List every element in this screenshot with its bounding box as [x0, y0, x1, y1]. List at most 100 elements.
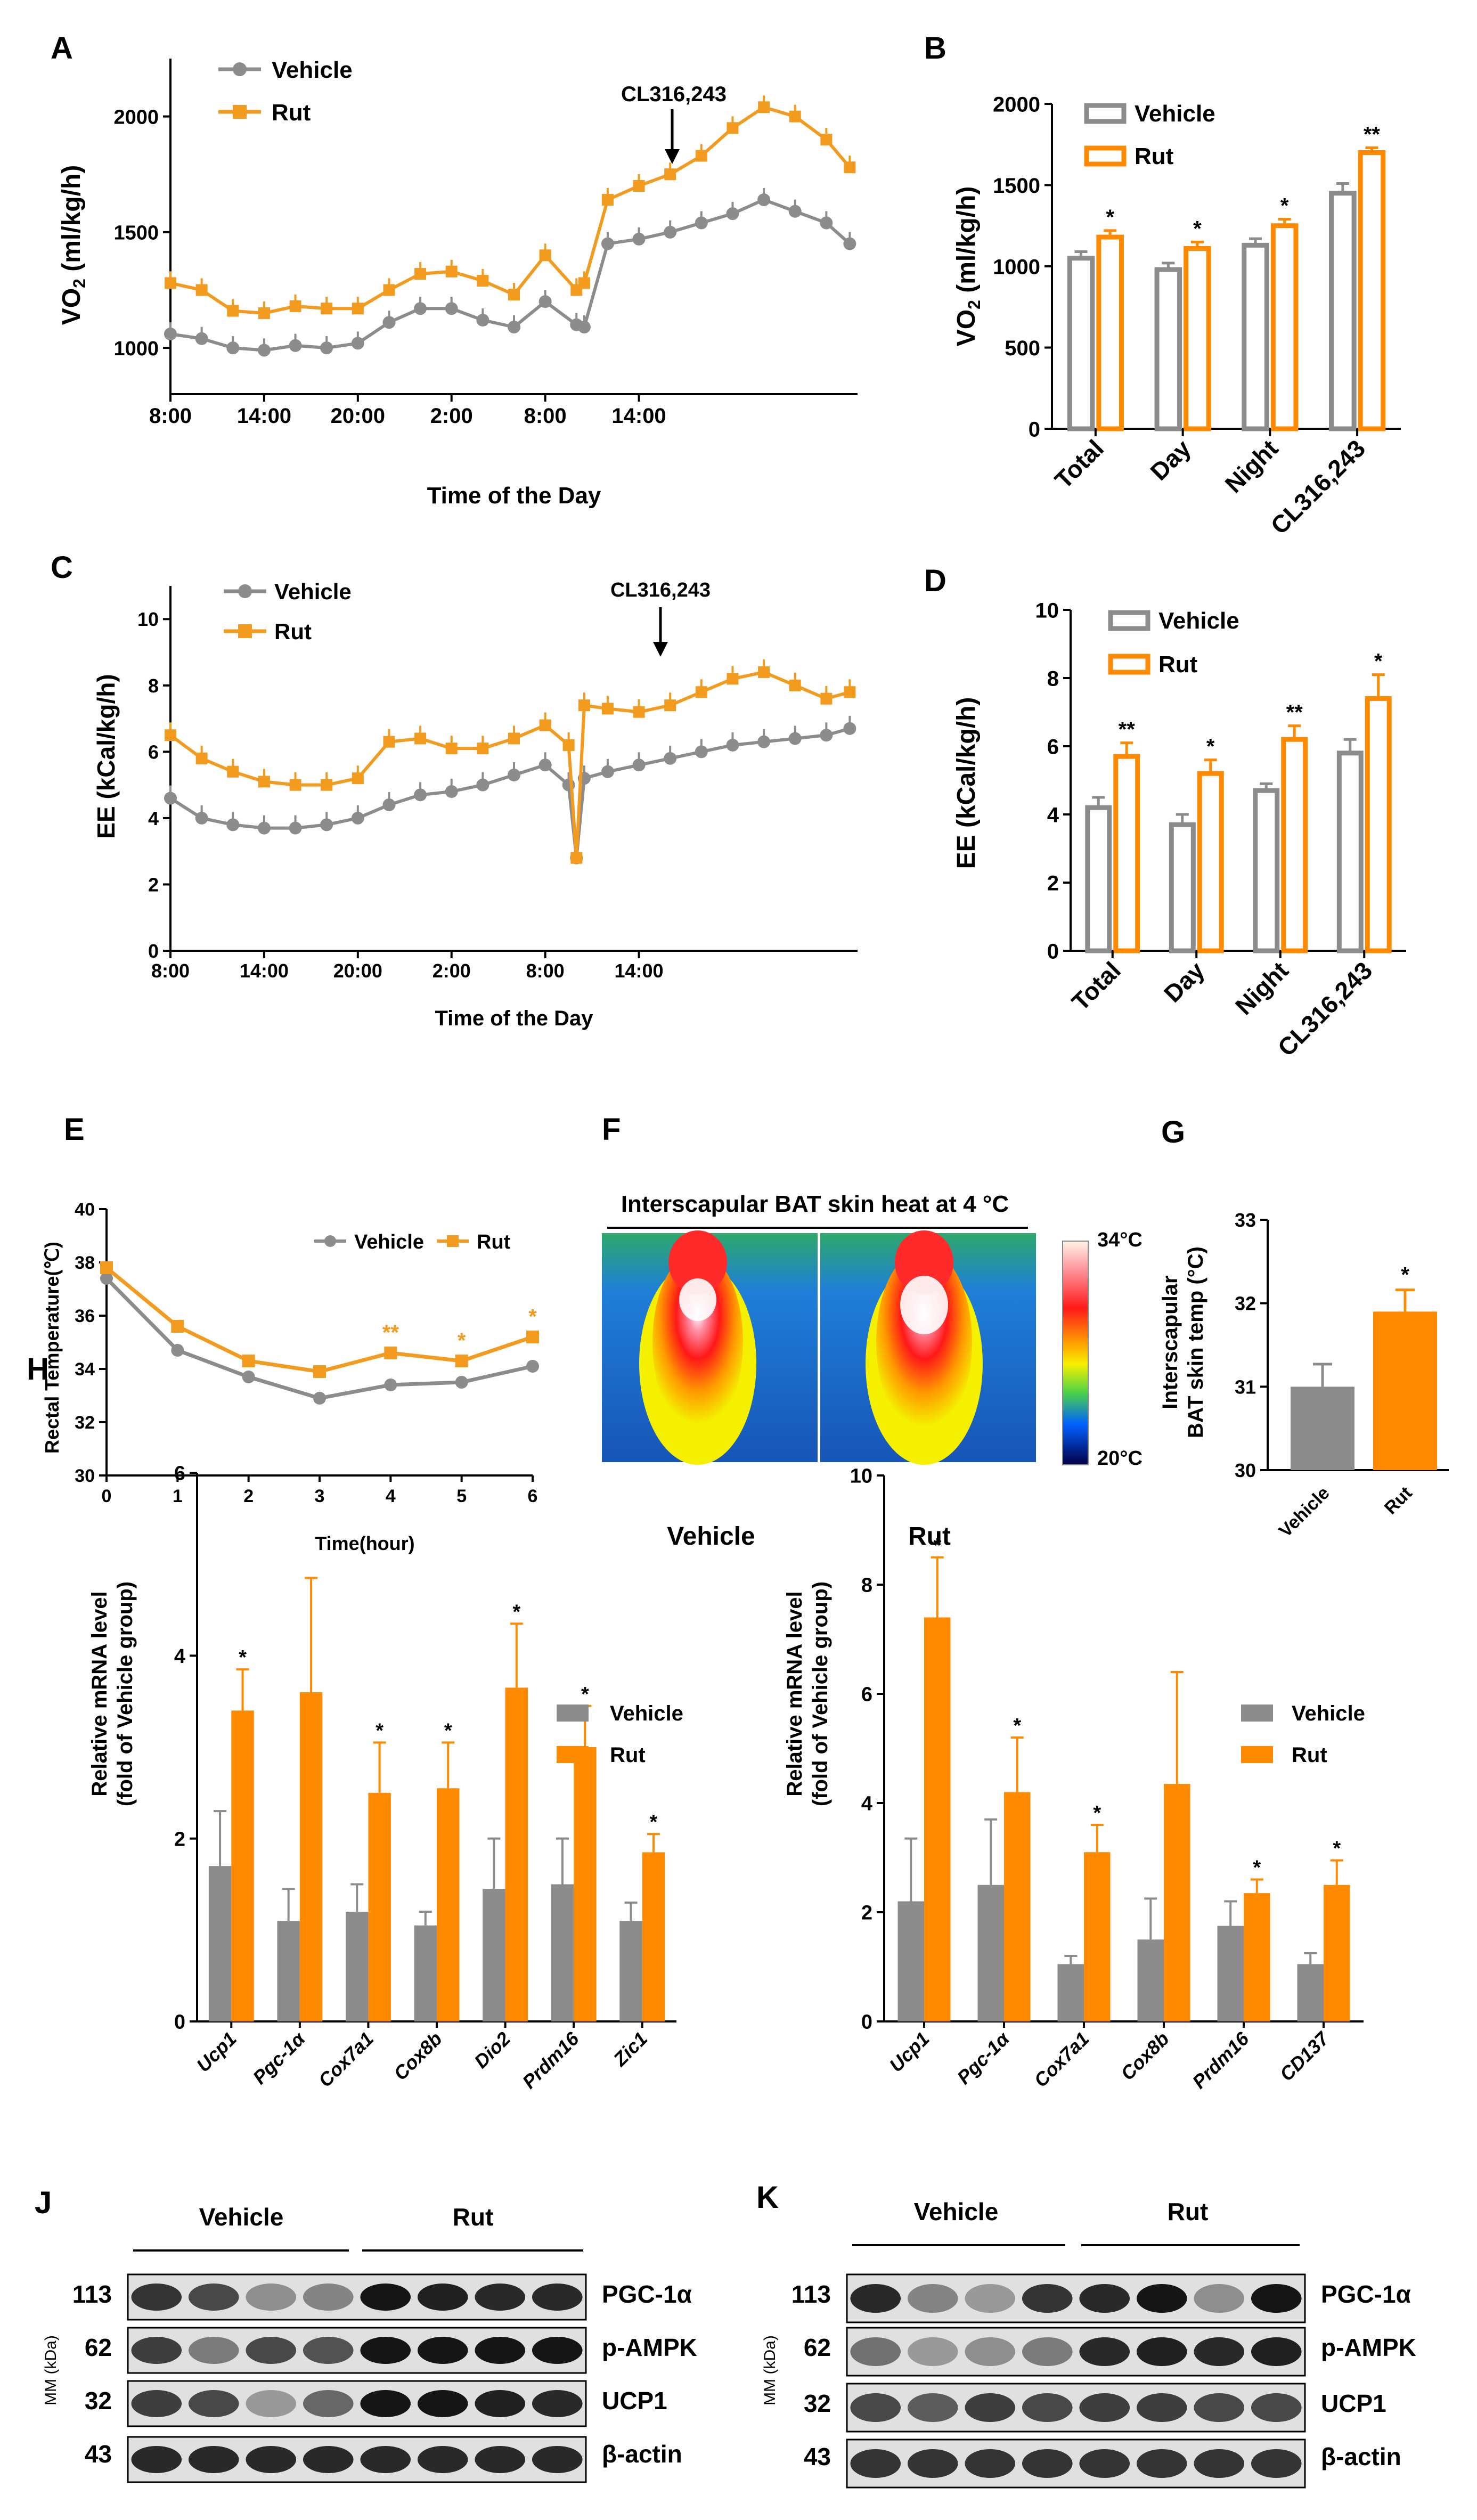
vehicle-bar [619, 1921, 642, 2021]
blot-band [417, 2337, 468, 2364]
y-tick-label: 2 [1047, 871, 1059, 895]
vehicle-data-point [632, 232, 646, 246]
blot-band [1079, 2449, 1130, 2478]
rut-data-point [695, 150, 707, 162]
x-tick-label: 3 [315, 1486, 325, 1506]
y-tick-label: 2 [148, 874, 159, 895]
rut-data-point [526, 1331, 539, 1343]
blot-band [850, 2393, 901, 2422]
rut-data-point [727, 673, 739, 685]
vehicle-bar [1154, 267, 1182, 431]
x-tick-label: 6 [528, 1486, 538, 1506]
blot-band [417, 2446, 468, 2473]
mrna-chart-i: 0 2 4 6 8 10 * Ucp1 * Pgc-1α * Cox7a1 Cox8b * Prdm16 * C… [850, 1465, 1364, 2093]
blot-marker: 113 [791, 2280, 831, 2308]
panel-label-g: G [1161, 1115, 1185, 1149]
time-of-day-axis-title: Time of the Day [427, 483, 601, 509]
blot-band [475, 2446, 526, 2473]
vehicle-data-point [508, 768, 520, 781]
blot-protein-label: β-actin [1321, 2443, 1401, 2470]
blot-band [131, 2390, 182, 2417]
thermal-image-vehicle [602, 1230, 818, 1465]
panel-label-h: H [27, 1352, 49, 1387]
blot-mw-axis: MM (kDa) [761, 2335, 779, 2405]
panel-i: 0 2 4 6 8 10 * Ucp1 * Pgc-1α * Cox7a1 Cox8b * Prdm16 * C… [783, 1465, 1365, 2093]
blot-band [303, 2337, 354, 2364]
thermal-hotspot [900, 1276, 948, 1334]
significance-marker: * [458, 1329, 466, 1352]
legend-vehicle-label: Vehicle [1292, 1702, 1365, 1725]
vo2-bar-label-rest: (ml/kg/h) [952, 186, 981, 300]
y-tick-label: 4 [148, 808, 159, 829]
blot-band [246, 2284, 297, 2311]
legend-d: Vehicle Rut [1108, 608, 1239, 678]
legend-rut-swatch [557, 1746, 589, 1763]
blot-band [850, 2449, 901, 2478]
blot-band [532, 2446, 583, 2473]
blot-marker: 62 [804, 2334, 831, 2361]
panel-b: 0 500 1000 1500 2000 * Total * Day * Night ** CL316,… [952, 93, 1401, 540]
rut-data-point [789, 110, 801, 123]
blot-band [188, 2390, 239, 2417]
blot-band [965, 2337, 1016, 2366]
x-tick-label: 20:00 [331, 404, 385, 428]
rut-data-point [508, 732, 520, 745]
legend-vehicle-swatch [557, 1705, 589, 1722]
rut-bar [1004, 1792, 1031, 2021]
blot-band [965, 2449, 1016, 2478]
blot-band [131, 2446, 182, 2473]
legend-vehicle-label: Vehicle [272, 57, 353, 83]
vehicle-data-point [695, 745, 708, 759]
rut-data-point [414, 732, 427, 745]
vehicle-data-point [171, 1344, 184, 1357]
panel-label-j: J [35, 2185, 52, 2220]
blot-band [1022, 2337, 1073, 2366]
y-tick-label: 4 [1047, 803, 1059, 827]
vehicle-series-line [169, 727, 851, 860]
blot-band [303, 2446, 354, 2473]
vehicle-data-point [538, 295, 552, 308]
rut-data-point [477, 743, 489, 755]
panel-g: 30 31 32 33 Vehicle * Rut Interscapular BAT sk… [1158, 1209, 1449, 1542]
vehicle-data-point [226, 341, 240, 355]
y-tick-label: 2000 [993, 93, 1040, 116]
rut-data-point [383, 736, 395, 748]
legend-rut-swatch [1241, 1746, 1273, 1763]
legend-rut-label: Rut [1135, 143, 1174, 169]
y-tick-label: 30 [1235, 1459, 1256, 1481]
rut-bar [1358, 150, 1386, 431]
blot-band [532, 2284, 583, 2311]
blot-band [1022, 2284, 1073, 2313]
rut-series-line [169, 670, 851, 860]
x-category-label: Cox7a1 [1030, 2028, 1094, 2092]
blot-band [1194, 2449, 1245, 2478]
mrna-chart-h: 0 2 4 6 * Ucp1 Pgc-1α * Cox7a1 * Cox8b * Dio2 * Prdm16… [174, 1463, 676, 2093]
y-tick-label: 4 [861, 1793, 872, 1815]
vehicle-data-point [164, 792, 177, 805]
blot-band [360, 2284, 411, 2311]
rut-data-point [383, 284, 395, 296]
legend-rut-label: Rut [610, 1743, 646, 1767]
rut-data-point [539, 249, 551, 262]
vehicle-data-point [320, 341, 333, 355]
vehicle-data-point [601, 765, 614, 778]
blot-band [850, 2337, 901, 2366]
y-tick-label: 0 [1029, 418, 1040, 441]
significance-marker: * [933, 1535, 941, 1557]
vehicle-data-point [476, 778, 489, 792]
rut-data-point [562, 739, 575, 751]
vehicle-data-point [788, 205, 802, 218]
blot-band [1251, 2337, 1302, 2366]
x-tick-label: 2 [243, 1486, 254, 1506]
rut-data-point [455, 1355, 468, 1367]
blot-band [1251, 2393, 1302, 2422]
rut-bar [574, 1747, 597, 2021]
legend-rut-marker [238, 624, 252, 638]
y-tick-label: 40 [75, 1200, 95, 1220]
rut-data-point [539, 719, 551, 731]
thermal-mouse-hot [652, 1252, 743, 1433]
rut-bar [299, 1692, 323, 2021]
blot-mw-axis: MM (kDa) [42, 2335, 60, 2405]
vehicle-bar [1242, 242, 1269, 431]
